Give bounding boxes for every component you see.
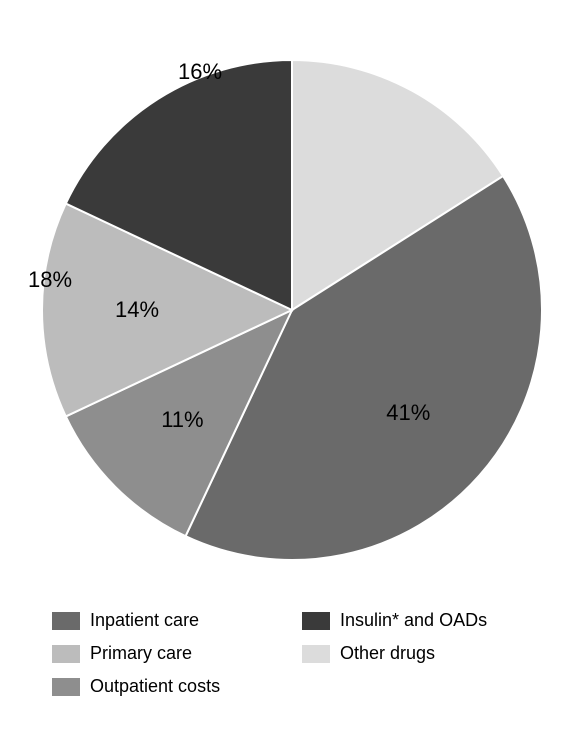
legend-label-inpatient: Inpatient care bbox=[90, 610, 199, 631]
legend-item-other_drugs: Other drugs bbox=[302, 643, 552, 664]
legend: Inpatient care Insulin* and OADs Primary c… bbox=[52, 610, 552, 709]
pie-chart-container: 16% 41% 11% 14% 18% Inpatient care Insulin* a… bbox=[0, 0, 584, 729]
legend-label-primary: Primary care bbox=[90, 643, 192, 664]
slice-label-outpatient: 11% bbox=[161, 407, 203, 433]
legend-swatch-outpatient bbox=[52, 678, 80, 696]
legend-swatch-primary bbox=[52, 645, 80, 663]
legend-label-other_drugs: Other drugs bbox=[340, 643, 435, 664]
legend-row: Primary care Other drugs bbox=[52, 643, 552, 664]
legend-item-inpatient: Inpatient care bbox=[52, 610, 302, 631]
legend-item-insulin_oads: Insulin* and OADs bbox=[302, 610, 552, 631]
legend-swatch-insulin_oads bbox=[302, 612, 330, 630]
slice-label-primary: 14% bbox=[115, 297, 159, 323]
legend-swatch-other_drugs bbox=[302, 645, 330, 663]
legend-item-primary: Primary care bbox=[52, 643, 302, 664]
slice-label-other_drugs: 16% bbox=[178, 59, 222, 85]
legend-swatch-inpatient bbox=[52, 612, 80, 630]
legend-label-insulin_oads: Insulin* and OADs bbox=[340, 610, 487, 631]
pie-svg bbox=[0, 0, 584, 600]
pie-area: 16% 41% 11% 14% 18% bbox=[0, 0, 584, 600]
legend-item-outpatient: Outpatient costs bbox=[52, 676, 302, 697]
legend-row: Inpatient care Insulin* and OADs bbox=[52, 610, 552, 631]
legend-label-outpatient: Outpatient costs bbox=[90, 676, 220, 697]
slice-label-insulin_oads: 18% bbox=[28, 267, 72, 293]
slice-label-inpatient: 41% bbox=[386, 400, 430, 426]
legend-row: Outpatient costs bbox=[52, 676, 552, 697]
